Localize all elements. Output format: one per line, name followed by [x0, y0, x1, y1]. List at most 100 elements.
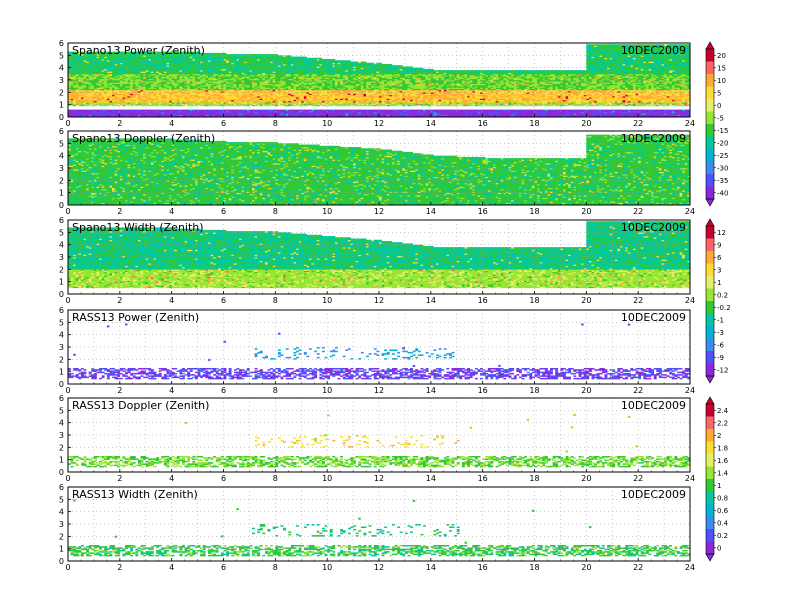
heatmap-cell — [137, 57, 141, 60]
heatmap-cell — [189, 109, 193, 112]
heatmap-cell — [161, 89, 165, 92]
heatmap-cell — [78, 76, 82, 78]
heatmap-cell — [119, 77, 123, 80]
heatmap-cell — [75, 70, 79, 72]
heatmap-cell — [158, 97, 162, 99]
heatmap-cell — [119, 76, 123, 78]
heatmap-cell — [117, 94, 121, 97]
heatmap-cell — [106, 100, 110, 103]
heatmap-cell — [153, 109, 157, 112]
heatmap-cell — [99, 73, 102, 76]
heatmap-cell — [148, 84, 152, 87]
heatmap-cell — [122, 76, 126, 78]
heatmap-cell — [122, 82, 126, 84]
heatmap-cell — [311, 109, 315, 112]
heatmap-cell — [137, 52, 141, 55]
heatmap-cell — [117, 86, 121, 88]
heatmap-cell — [161, 112, 165, 114]
heatmap-cell — [132, 97, 136, 99]
heatmap-cell — [143, 78, 147, 81]
heatmap-cell — [156, 102, 160, 104]
heatmap-cell — [114, 57, 118, 60]
heatmap-cell — [86, 97, 90, 99]
heatmap-cell — [88, 59, 92, 61]
heatmap-cell — [106, 88, 110, 91]
heatmap-cell — [137, 78, 141, 81]
heatmap-cell — [153, 80, 157, 82]
heatmap-cell — [88, 102, 92, 104]
heatmap-cell — [132, 109, 136, 112]
heatmap-cell — [145, 99, 149, 102]
heatmap-cell — [93, 61, 97, 64]
heatmap-cell — [132, 92, 136, 94]
heatmap-cell — [106, 114, 110, 117]
heatmap-cell — [319, 57, 323, 60]
heatmap-cell — [68, 72, 71, 75]
heatmap-cell — [106, 80, 110, 82]
heatmap-cell — [145, 52, 149, 55]
heatmap-cell — [68, 78, 71, 81]
heatmap-cell — [145, 55, 149, 57]
heatmap-cell — [88, 93, 92, 96]
heatmap-cell — [158, 59, 162, 61]
heatmap-cell — [73, 52, 77, 55]
heatmap-cell — [150, 56, 154, 59]
heatmap-cell — [93, 104, 97, 107]
heatmap-cell — [140, 61, 144, 64]
heatmap-cell — [153, 67, 157, 70]
heatmap-cell — [78, 83, 82, 86]
heatmap-cell — [73, 72, 77, 75]
heatmap-cell — [145, 78, 149, 81]
heatmap-cell — [140, 114, 144, 117]
heatmap-cell — [135, 100, 139, 103]
heatmap-cell — [70, 68, 74, 71]
heatmap-cell — [122, 92, 126, 94]
heatmap-cell — [135, 92, 139, 94]
heatmap-cell — [93, 97, 97, 99]
heatmap-cell — [112, 52, 115, 55]
heatmap-cell — [88, 103, 92, 105]
heatmap-cell — [153, 57, 157, 60]
heatmap-cell — [114, 54, 118, 56]
heatmap-cell — [86, 80, 90, 82]
heatmap-cell — [122, 63, 126, 66]
heatmap-cell — [83, 52, 87, 55]
heatmap-cell — [104, 103, 108, 105]
heatmap-cell — [184, 109, 188, 112]
heatmap-cell — [109, 87, 113, 89]
heatmap-cell — [140, 67, 144, 70]
heatmap-cell — [99, 60, 102, 62]
heatmap-cell — [80, 73, 84, 76]
heatmap-cell — [88, 91, 92, 93]
heatmap-cell — [91, 88, 95, 91]
heatmap-cell — [93, 65, 97, 67]
heatmap-cell — [91, 78, 95, 81]
heatmap-cell — [145, 70, 149, 72]
heatmap-cell — [153, 54, 157, 56]
heatmap-cell — [156, 75, 160, 77]
heatmap-cell — [122, 91, 126, 93]
heatmap-cell — [109, 51, 113, 54]
heatmap-cell — [119, 51, 123, 54]
heatmap-cell — [93, 91, 97, 93]
heatmap-cell — [125, 89, 128, 92]
heatmap-cell — [86, 55, 90, 57]
heatmap-cell — [80, 78, 84, 81]
heatmap-cell — [75, 75, 79, 77]
heatmap-cell — [117, 89, 121, 92]
heatmap-cell — [88, 92, 92, 94]
heatmap-cell — [106, 112, 110, 114]
heatmap-cell — [122, 93, 126, 96]
heatmap-cell — [83, 57, 87, 60]
heatmap-cell — [296, 56, 299, 59]
heatmap-cell — [70, 86, 74, 88]
heatmap-cell — [158, 96, 162, 98]
heatmap-cell — [119, 84, 123, 87]
heatmap-cell — [140, 52, 144, 55]
heatmap-cell — [143, 70, 147, 72]
heatmap-cell — [114, 66, 118, 68]
heatmap-cell — [130, 104, 134, 107]
heatmap-cell — [70, 75, 74, 77]
heatmap-cell — [153, 82, 157, 84]
heatmap-cell — [132, 91, 136, 93]
